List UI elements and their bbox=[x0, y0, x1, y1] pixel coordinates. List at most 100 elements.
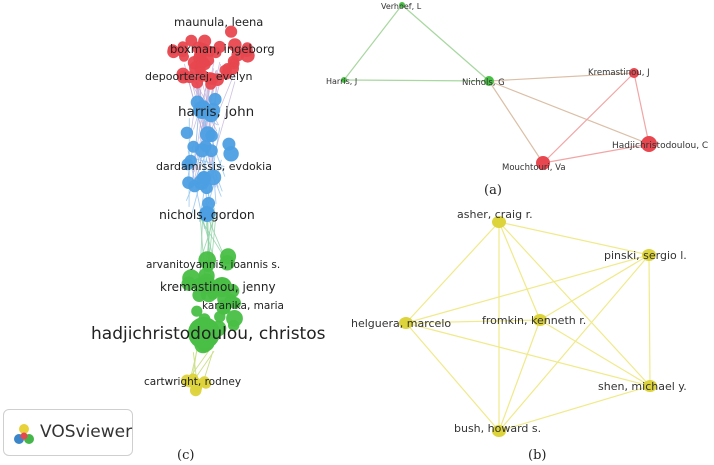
panel-b-node-shen bbox=[643, 380, 657, 392]
panel-a-label-harris: Harris, J bbox=[326, 77, 357, 86]
panel-b-label-helguera: helguera, marcelo bbox=[351, 317, 451, 330]
panel-b-edge-helguera-fromkin bbox=[405, 319, 541, 324]
panel-c-edge-blue bbox=[189, 112, 193, 115]
panel-b-edge-fromkin-shen bbox=[539, 319, 651, 387]
panel-b-node-fromkin bbox=[533, 314, 547, 326]
panel-c-node-green bbox=[181, 276, 196, 291]
panel-a-node-verhoef bbox=[399, 2, 405, 8]
panel-b-edge-asher-pinski bbox=[498, 221, 650, 256]
panel-a-edge-nichols-hadjichristodoulou bbox=[488, 80, 650, 145]
panel-c-node-green bbox=[226, 310, 243, 327]
panel-c-node-blue bbox=[195, 143, 210, 158]
panel-a-node-nichols bbox=[484, 76, 494, 86]
panel-c-node-kremastinou-jenny bbox=[212, 277, 232, 297]
panel-c-label-nichols-gordon: nichols, gordon bbox=[159, 207, 255, 222]
panel-a-node-mouchtouri bbox=[536, 156, 550, 170]
panel-b-caption: (b) bbox=[528, 448, 546, 463]
panel-c-node-green bbox=[219, 255, 235, 271]
panel-c-node-green bbox=[191, 305, 203, 317]
panel-a-node-hadjichristodoulou bbox=[641, 136, 657, 152]
panel-b-label-fromkin: fromkin, kenneth r. bbox=[482, 314, 586, 327]
panel-c-node-blue bbox=[205, 129, 218, 143]
panel-b-edge-fromkin-bush bbox=[498, 319, 541, 432]
panel-c-label-harris-john: harris, john bbox=[178, 104, 254, 120]
panel-c-caption: (c) bbox=[177, 448, 194, 463]
panel-b-edge-helguera-bush bbox=[405, 322, 500, 432]
panel-c-node-nichols-gordon bbox=[199, 206, 215, 222]
panel-b-edge-pinski-fromkin bbox=[539, 254, 650, 321]
panel-c-node-dardamissis bbox=[197, 171, 211, 185]
panel-b-node-asher bbox=[492, 216, 506, 228]
panel-c-label-karanika: karanika, maria bbox=[202, 300, 284, 312]
panel-b-edge-pinski-shen bbox=[648, 254, 651, 387]
panel-c-node-red bbox=[167, 45, 180, 59]
panel-c-label-boxman: boxman, ingeborg bbox=[170, 42, 275, 56]
panel-c-label-depoorterej: depoorterej, evelyn bbox=[145, 70, 253, 83]
panel-b-edge-asher-helguera bbox=[405, 221, 500, 324]
panel-b-label-asher: asher, craig r. bbox=[457, 208, 533, 221]
panel-b-label-shen: shen, michael y. bbox=[598, 380, 687, 393]
panel-c-node-green bbox=[198, 273, 215, 290]
panel-c-node-red bbox=[205, 78, 217, 90]
panel-b-edge-asher-shen bbox=[498, 221, 651, 387]
panel-c-node-blue bbox=[184, 154, 197, 168]
panel-a-edge-verhoef-nichols bbox=[401, 4, 490, 82]
panel-c-label-hadjichristodoulou-christos: hadjichristodoulou, christos bbox=[91, 324, 326, 344]
panel-a-label-verhoef: Verhoef, L bbox=[381, 2, 422, 11]
panel-c-node-red bbox=[231, 48, 245, 62]
panel-c-node-karanika bbox=[229, 297, 241, 309]
panel-c-node-blue bbox=[208, 92, 222, 106]
vosviewer-watermark: VOSviewer bbox=[3, 409, 133, 456]
panel-c-node-green bbox=[192, 288, 207, 302]
panel-c-edge-blue-green bbox=[198, 215, 224, 257]
panel-a-edge-kremastinou-hadjichristodoulou bbox=[633, 72, 650, 145]
panel-c-network: maunula, leena boxman, ingeborg depoortere… bbox=[91, 15, 326, 397]
panel-c-node-blue bbox=[180, 126, 194, 139]
panel-a-network: Verhoef, L Harris, J Nichols, G Kremastinou… bbox=[326, 2, 708, 173]
panel-c-node-hadjichristodoulou-christos bbox=[188, 317, 220, 349]
panel-a-edge-nichols-kremastinou bbox=[488, 72, 635, 82]
panel-a-label-mouchtouri: Mouchtouri, Va bbox=[502, 163, 566, 173]
panel-c-label-kremastinou-jenny: kremastinou, jenny bbox=[160, 280, 276, 294]
panel-c-node-red bbox=[185, 34, 198, 47]
panel-b-node-bush bbox=[492, 425, 506, 437]
panel-b-edge-asher-fromkin bbox=[498, 221, 541, 321]
vosviewer-logo-text: VOSviewer bbox=[40, 422, 133, 442]
panel-b-edge-helguera-shen bbox=[405, 322, 651, 387]
panel-a-node-kremastinou bbox=[629, 68, 639, 78]
panel-c-node-red bbox=[179, 51, 189, 62]
panel-a-edge-nichols-mouchtouri bbox=[488, 80, 544, 164]
panel-a-label-kremastinou: Kremastinou, J bbox=[588, 68, 650, 78]
panel-c-node-arvanitoyannis bbox=[202, 260, 214, 272]
panel-c-node-blue bbox=[223, 146, 239, 162]
panel-a-label-nichols: Nichols, G bbox=[462, 78, 505, 88]
panel-a-edge-kremastinou-mouchtouri bbox=[542, 72, 635, 164]
panel-c-node-red bbox=[204, 45, 216, 57]
panel-a-caption: (a) bbox=[484, 183, 502, 198]
panel-a-edge-hadjichristodoulou-mouchtouri bbox=[542, 143, 650, 164]
panel-c-label-cartwright: cartwright, rodney bbox=[144, 376, 241, 388]
panel-b-label-bush: bush, howard s. bbox=[454, 422, 541, 435]
panel-c-node-blue bbox=[188, 179, 201, 193]
panel-c-node-cartwright bbox=[189, 377, 201, 389]
panel-c-node-red bbox=[183, 71, 196, 84]
panel-c-node-red bbox=[213, 40, 226, 53]
panel-c-label-dardamissis: dardamissis, evdokia bbox=[156, 160, 272, 173]
panel-c-node-red bbox=[240, 48, 255, 63]
panel-b-node-pinski bbox=[642, 249, 656, 261]
panel-c-node-red bbox=[228, 38, 242, 52]
panel-c-node-yellow bbox=[198, 376, 211, 388]
panel-a-label-hadjichristodoulou: Hadjichristodoulou, C bbox=[612, 141, 708, 151]
panel-c-label-arvanitoyannis: arvanitoyannis, ioannis s. bbox=[146, 259, 280, 271]
panel-a-node-harris bbox=[341, 77, 347, 83]
panel-b-node-helguera bbox=[399, 317, 413, 329]
panel-c-node-red bbox=[198, 34, 212, 48]
vosviewer-logo-icon bbox=[14, 424, 34, 444]
panel-c-node-red bbox=[225, 25, 238, 38]
panel-b-edge-pinski-helguera bbox=[405, 254, 650, 324]
panel-c-node-green bbox=[216, 299, 232, 315]
panel-a-edge-harris-nichols bbox=[343, 79, 490, 82]
panel-b-edge-shen-bush bbox=[498, 385, 651, 432]
panel-b-edge-pinski-bush bbox=[498, 254, 650, 432]
